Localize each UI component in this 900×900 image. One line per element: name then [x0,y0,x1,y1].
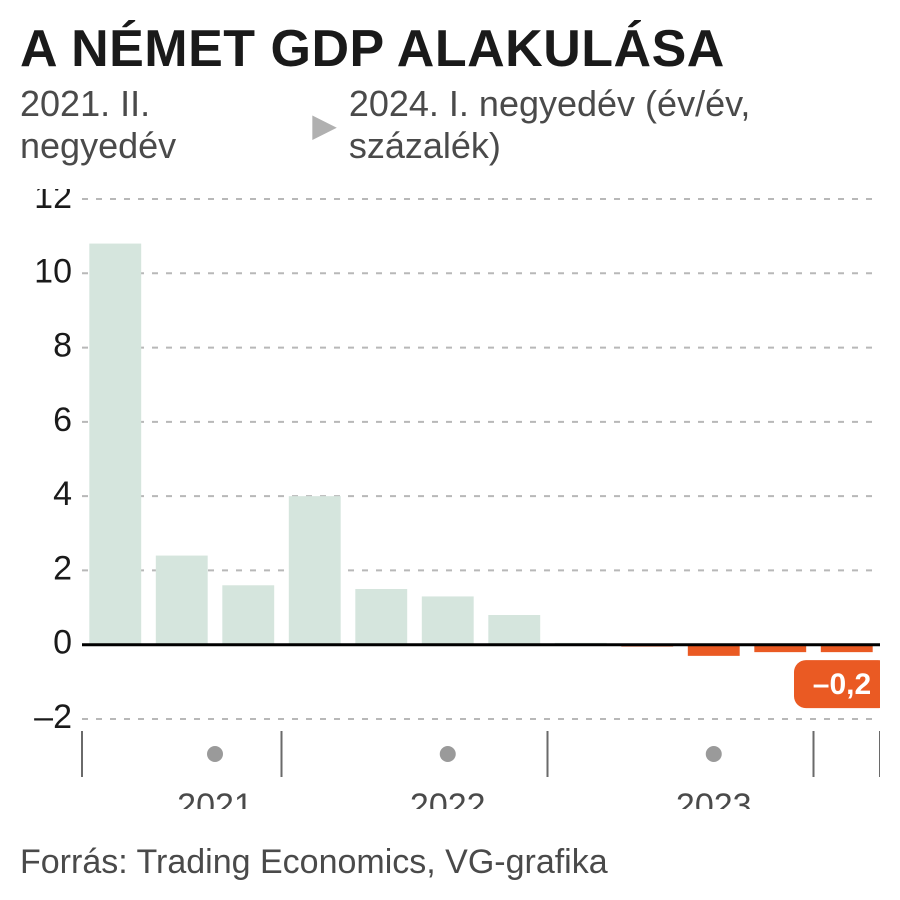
bar [89,243,141,644]
chart-subtitle: 2021. II. negyedév ▶ 2024. I. negyedév (… [20,83,882,167]
year-label: 2023 [676,787,752,809]
year-label: 2022 [410,787,486,809]
ytick-label: 6 [53,400,72,438]
callout-value: –0,2 [813,668,871,701]
year-dot-icon [440,746,456,762]
page-root: A NÉMET GDP ALAKULÁSA 2021. II. negyedév… [0,0,900,900]
bar [688,644,740,655]
subtitle-start: 2021. II. negyedév [20,83,300,167]
ytick-label: 4 [53,475,72,513]
bar [222,585,274,644]
year-dot-icon [706,746,722,762]
arrow-icon: ▶ [312,109,337,141]
chart-svg: –2 0 2 4 6 8 10 12 2021 2022 2023 –0,2 [20,189,880,809]
year-label: 2021 [177,787,253,809]
chart-container: –2024681012202120222023–0,2 [20,189,880,789]
bar [156,555,208,644]
ytick-label: 2 [53,549,72,587]
ytick-label: 8 [53,326,72,364]
bar [422,596,474,644]
bar [289,496,341,645]
ytick-label: –2 [34,698,72,736]
chart-title: A NÉMET GDP ALAKULÁSA [20,22,882,77]
bar [488,615,540,645]
ytick-label: 12 [34,189,72,216]
ytick-label: 10 [34,252,72,290]
ytick-label: 0 [53,623,72,661]
subtitle-end: 2024. I. negyedév (év/év, százalék) [349,83,882,167]
year-dot-icon [207,746,223,762]
source-text: Forrás: Trading Economics, VG-grafika [20,843,608,882]
bar [355,589,407,645]
